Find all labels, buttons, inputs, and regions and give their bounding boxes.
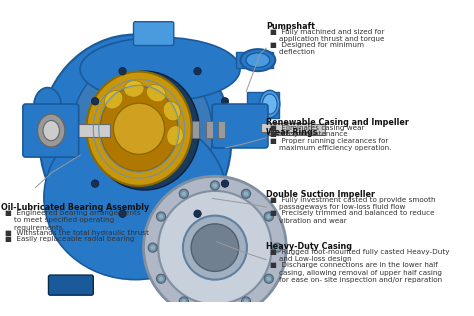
Text: ■  Fully machined and sized for
    application thrust and torque: ■ Fully machined and sized for applicati… bbox=[270, 29, 384, 42]
Circle shape bbox=[213, 307, 217, 312]
Circle shape bbox=[156, 212, 165, 221]
Text: ■  Discharge connections are in the lower half
    casing, allowing removal of u: ■ Discharge connections are in the lower… bbox=[270, 262, 442, 283]
Circle shape bbox=[221, 98, 228, 105]
Ellipse shape bbox=[124, 81, 144, 97]
Circle shape bbox=[113, 103, 164, 154]
Circle shape bbox=[266, 214, 271, 219]
Text: ■  Easy maintenance: ■ Easy maintenance bbox=[270, 131, 347, 137]
Ellipse shape bbox=[246, 53, 270, 67]
Text: ■  Eliminates casing wear: ■ Eliminates casing wear bbox=[270, 125, 365, 131]
Circle shape bbox=[241, 189, 251, 198]
Circle shape bbox=[159, 214, 164, 219]
Text: Pumpshaft: Pumpshaft bbox=[266, 21, 315, 31]
Text: ■  Rugged foot-mounted fully casted Heavy-Duty
    and Low-loss design: ■ Rugged foot-mounted fully casted Heavy… bbox=[270, 249, 449, 263]
Text: ■  Proper running clearances for
    maximum efficiency operation.: ■ Proper running clearances for maximum … bbox=[270, 138, 391, 151]
Circle shape bbox=[91, 180, 99, 187]
Text: ■  Easily replaceable radial bearing: ■ Easily replaceable radial bearing bbox=[5, 236, 134, 242]
Text: ■  Designed for minimum
    deflection: ■ Designed for minimum deflection bbox=[270, 42, 364, 55]
Circle shape bbox=[241, 297, 251, 306]
FancyBboxPatch shape bbox=[48, 275, 93, 295]
Ellipse shape bbox=[100, 86, 178, 171]
Circle shape bbox=[191, 224, 239, 271]
Ellipse shape bbox=[80, 37, 240, 101]
Ellipse shape bbox=[240, 49, 275, 71]
Text: ■  Withstands the total hydraulic thrust: ■ Withstands the total hydraulic thrust bbox=[5, 230, 148, 236]
Bar bbox=[27, 124, 110, 137]
Circle shape bbox=[221, 180, 228, 187]
Circle shape bbox=[194, 68, 201, 75]
Ellipse shape bbox=[104, 91, 123, 109]
Ellipse shape bbox=[43, 120, 59, 141]
Circle shape bbox=[264, 212, 273, 221]
Circle shape bbox=[119, 68, 126, 75]
Bar bbox=[215, 124, 325, 135]
FancyBboxPatch shape bbox=[23, 104, 79, 157]
Bar bbox=[261, 123, 311, 132]
Ellipse shape bbox=[263, 94, 277, 114]
Circle shape bbox=[159, 276, 164, 281]
Bar bbox=[192, 121, 200, 138]
Circle shape bbox=[179, 189, 188, 198]
Circle shape bbox=[244, 191, 248, 196]
FancyBboxPatch shape bbox=[134, 22, 174, 46]
Ellipse shape bbox=[90, 71, 200, 190]
Circle shape bbox=[183, 216, 247, 280]
Circle shape bbox=[148, 243, 157, 252]
Text: Heavy-Duty Casing: Heavy-Duty Casing bbox=[266, 242, 352, 251]
Ellipse shape bbox=[39, 34, 231, 245]
Circle shape bbox=[158, 191, 272, 304]
Ellipse shape bbox=[260, 90, 280, 118]
Ellipse shape bbox=[71, 56, 213, 211]
Ellipse shape bbox=[34, 88, 61, 124]
Text: ■  Engineered bearing arrangements
    to meet specified operating
    requireme: ■ Engineered bearing arrangements to mee… bbox=[5, 210, 140, 231]
Bar bbox=[218, 121, 225, 138]
Text: Double Suction Impeller: Double Suction Impeller bbox=[266, 190, 375, 199]
Circle shape bbox=[273, 243, 282, 252]
Circle shape bbox=[244, 299, 248, 304]
Circle shape bbox=[179, 297, 188, 306]
Circle shape bbox=[156, 274, 165, 283]
Circle shape bbox=[91, 98, 99, 105]
FancyBboxPatch shape bbox=[212, 104, 268, 148]
Circle shape bbox=[182, 299, 186, 304]
Circle shape bbox=[266, 276, 271, 281]
Circle shape bbox=[119, 210, 126, 217]
Circle shape bbox=[213, 183, 217, 188]
Bar bbox=[206, 121, 213, 138]
Ellipse shape bbox=[37, 114, 65, 147]
Text: Oil-Lubricated Bearing Assembly: Oil-Lubricated Bearing Assembly bbox=[1, 203, 149, 212]
FancyBboxPatch shape bbox=[163, 275, 208, 295]
Text: ■  Precisely trimmed and balanced to reduce
    vibration and wear: ■ Precisely trimmed and balanced to redu… bbox=[270, 210, 435, 224]
Bar bbox=[236, 52, 273, 68]
Circle shape bbox=[150, 245, 155, 250]
Circle shape bbox=[144, 176, 286, 316]
Circle shape bbox=[275, 245, 279, 250]
Ellipse shape bbox=[44, 115, 227, 280]
Circle shape bbox=[194, 210, 201, 217]
Text: ■  Fully investment casted to provide smooth
    passageways for low-loss fluid : ■ Fully investment casted to provide smo… bbox=[270, 197, 435, 210]
Bar bbox=[247, 92, 279, 118]
Circle shape bbox=[264, 274, 273, 283]
Ellipse shape bbox=[163, 101, 181, 121]
Circle shape bbox=[210, 181, 219, 190]
Circle shape bbox=[210, 305, 219, 314]
Circle shape bbox=[182, 191, 186, 196]
Text: Renewable Casing and Impeller
Wear Rings: Renewable Casing and Impeller Wear Rings bbox=[266, 118, 409, 137]
Ellipse shape bbox=[146, 85, 166, 102]
Ellipse shape bbox=[86, 72, 191, 186]
Ellipse shape bbox=[167, 126, 183, 146]
